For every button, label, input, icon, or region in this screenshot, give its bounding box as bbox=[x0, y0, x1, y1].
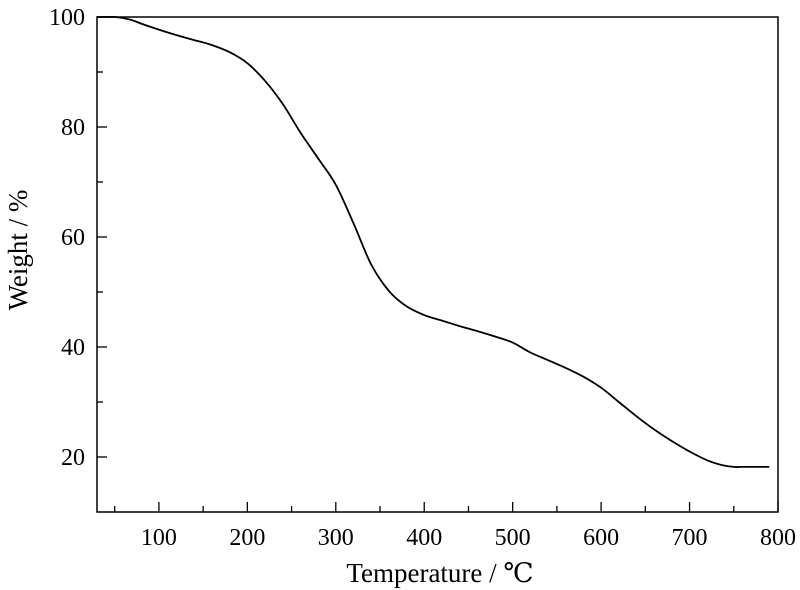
y-tick-label: 60 bbox=[61, 225, 85, 251]
x-tick-label: 300 bbox=[318, 525, 354, 551]
x-tick-label: 200 bbox=[229, 525, 265, 551]
y-tick-label: 80 bbox=[61, 115, 85, 141]
axis-tick-labels: 100 200 300 400 500 600 700 800 20 40 60 80 100 bbox=[49, 5, 796, 551]
y-tick-label: 40 bbox=[61, 335, 85, 361]
weight-curve bbox=[97, 16, 770, 468]
x-tick-label: 600 bbox=[583, 525, 619, 551]
y-tick-label: 20 bbox=[61, 445, 85, 471]
axis-ticks bbox=[97, 16, 779, 512]
x-tick-label: 400 bbox=[406, 525, 442, 551]
x-axis-title: Temperature / ℃ bbox=[346, 558, 533, 588]
x-tick-label: 100 bbox=[141, 525, 177, 551]
x-tick-label: 500 bbox=[495, 525, 531, 551]
y-axis-title: Weight / % bbox=[3, 190, 33, 311]
y-tick-label: 100 bbox=[49, 5, 85, 31]
plot-frame bbox=[96, 16, 779, 513]
x-tick-label: 800 bbox=[760, 525, 796, 551]
x-tick-label: 700 bbox=[672, 525, 708, 551]
